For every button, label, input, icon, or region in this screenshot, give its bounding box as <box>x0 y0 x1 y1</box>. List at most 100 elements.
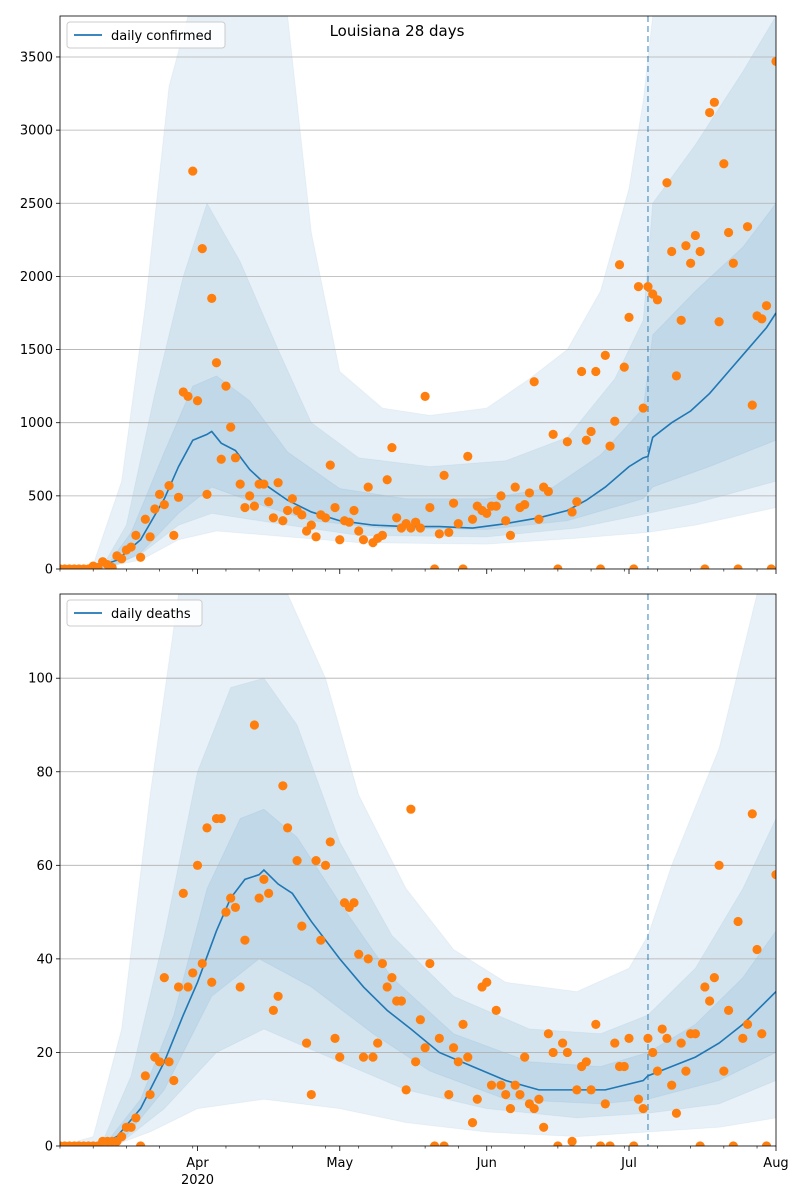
observed-point <box>586 426 596 437</box>
observed-point <box>363 482 373 492</box>
observed-point <box>287 494 297 504</box>
observed-point <box>373 1038 383 1048</box>
observed-point <box>482 508 492 519</box>
y-tick-label: 0 <box>45 1140 53 1155</box>
observed-point <box>429 1141 440 1146</box>
observed-point <box>458 564 468 569</box>
observed-point <box>240 935 250 945</box>
observed-point <box>439 1141 449 1146</box>
observed-point <box>126 542 136 552</box>
observed-point <box>415 1015 425 1025</box>
observed-point <box>245 491 255 501</box>
observed-point <box>164 1057 174 1067</box>
observed-point <box>448 1043 459 1053</box>
observed-point <box>292 856 302 866</box>
observed-point <box>491 1005 501 1015</box>
observed-point <box>624 312 634 322</box>
observed-point <box>164 481 174 491</box>
observed-point <box>301 1038 312 1048</box>
y-tick-label: 1500 <box>20 343 53 358</box>
observed-point <box>325 837 335 847</box>
legend: daily confirmed <box>66 21 226 49</box>
observed-point <box>192 860 203 870</box>
observed-point <box>520 500 530 510</box>
observed-point <box>382 475 392 485</box>
observed-point <box>681 1066 691 1076</box>
observed-point <box>349 505 359 516</box>
observed-point <box>709 972 719 983</box>
y-tick-label: 1000 <box>20 416 53 431</box>
legend-label: daily deaths <box>111 607 191 622</box>
observed-point <box>652 1066 663 1076</box>
observed-point <box>207 293 217 303</box>
observed-point <box>548 1047 558 1058</box>
observed-point <box>700 982 710 992</box>
observed-point <box>733 916 743 927</box>
observed-point <box>230 902 241 913</box>
observed-point <box>747 809 757 819</box>
observed-point <box>401 1085 411 1095</box>
y-tick-label: 3000 <box>20 124 53 139</box>
observed-point <box>771 56 776 66</box>
observed-point <box>595 1141 606 1146</box>
y-tick-label: 3500 <box>20 50 53 65</box>
x-tick-label: May <box>326 1156 353 1171</box>
observed-point <box>420 1043 430 1053</box>
chart-title: Louisiana 28 days <box>330 22 465 40</box>
observed-point <box>283 505 293 516</box>
observed-point <box>169 530 179 540</box>
observed-point <box>439 470 449 480</box>
observed-point <box>472 1094 482 1104</box>
observed-point <box>444 1089 454 1100</box>
y-tick-label: 500 <box>28 489 53 504</box>
model-line <box>60 868 776 1146</box>
observed-point <box>377 530 388 540</box>
observed-point <box>576 366 587 377</box>
observed-point <box>145 532 155 542</box>
observed-point <box>539 1122 549 1132</box>
observed-point <box>723 227 734 238</box>
observed-point <box>434 529 444 539</box>
observed-point <box>387 972 397 983</box>
observed-point <box>610 1038 620 1048</box>
observed-point <box>572 1085 582 1095</box>
observed-point <box>458 1019 468 1029</box>
observed-point <box>202 489 212 499</box>
confirmed-chart-panel: 0 500 1000 1500 2000 2500 3000 3500 daily confir… <box>20 15 777 578</box>
observed-point <box>705 996 715 1006</box>
observed-point <box>667 246 677 257</box>
observed-point <box>690 1029 700 1039</box>
observed-point <box>463 451 473 461</box>
observed-point <box>633 282 644 292</box>
y-tick-label: 80 <box>36 765 53 780</box>
observed-point <box>183 391 193 401</box>
observed-point <box>117 1132 127 1142</box>
observed-point <box>662 1033 672 1044</box>
observed-point <box>681 241 691 251</box>
observed-point <box>354 526 364 536</box>
observed-point <box>510 1080 520 1090</box>
uncertainty-band-0 <box>60 594 776 1146</box>
observed-point <box>358 535 369 545</box>
observed-point <box>254 893 264 903</box>
observed-point <box>202 823 212 833</box>
observed-point <box>591 366 601 377</box>
observed-point <box>605 441 615 451</box>
x-tick-label: Jul <box>620 1156 637 1171</box>
observed-point <box>671 371 682 381</box>
observed-point <box>429 564 440 569</box>
observed-point <box>259 874 269 884</box>
observed-point <box>643 282 653 292</box>
observed-point <box>444 527 454 538</box>
observed-point <box>562 1047 572 1058</box>
observed-point <box>667 1080 677 1090</box>
observed-point <box>629 1141 639 1146</box>
observed-point <box>425 958 435 969</box>
observed-point <box>173 982 184 992</box>
observed-point <box>700 564 710 569</box>
observed-point <box>719 159 729 169</box>
observed-point <box>344 517 354 527</box>
observed-point <box>714 317 724 327</box>
observed-point <box>368 1052 378 1062</box>
